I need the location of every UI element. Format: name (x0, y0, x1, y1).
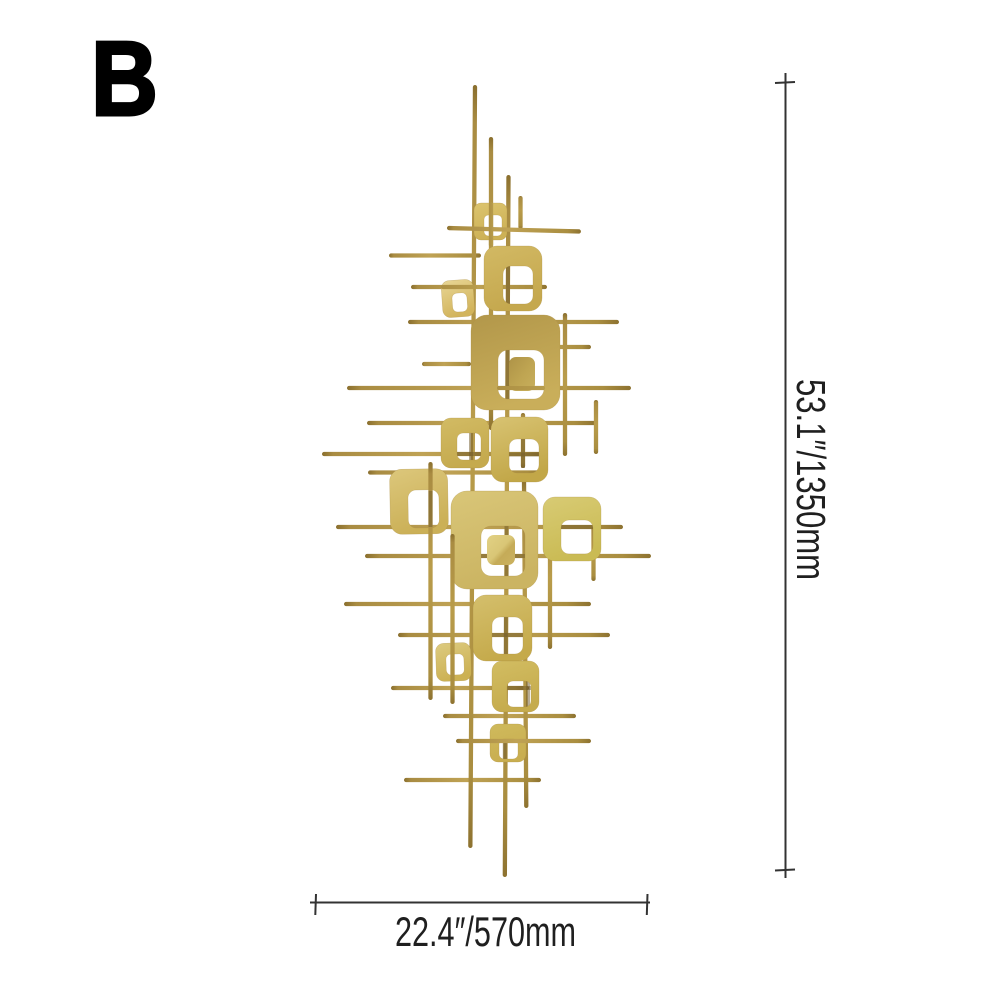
svg-text:53.1″/1350mm: 53.1″/1350mm (788, 379, 834, 580)
svg-text:22.4″/570mm: 22.4″/570mm (395, 908, 576, 955)
svg-text:B: B (91, 20, 158, 138)
